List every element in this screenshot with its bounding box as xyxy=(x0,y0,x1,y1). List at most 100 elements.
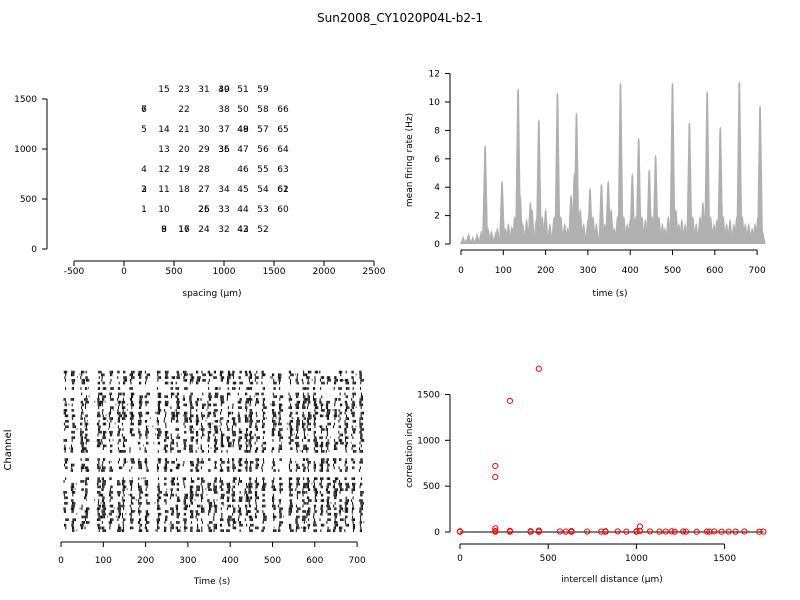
spike-mark xyxy=(186,373,188,377)
spike-mark xyxy=(159,512,161,516)
spike-mark xyxy=(239,381,241,385)
spike-mark xyxy=(247,493,249,497)
spike-mark xyxy=(234,417,236,420)
spike-mark xyxy=(290,378,292,382)
spike-mark xyxy=(344,433,346,436)
spike-mark xyxy=(85,458,87,461)
spike-mark xyxy=(215,428,217,431)
spike-mark xyxy=(200,398,202,401)
spike-mark xyxy=(313,417,315,420)
spike-mark xyxy=(97,463,99,467)
spike-mark xyxy=(85,400,87,404)
spike-mark xyxy=(235,526,237,530)
spike-mark xyxy=(191,444,193,448)
spike-mark xyxy=(109,392,111,396)
spike-mark xyxy=(273,403,275,407)
spike-mark xyxy=(314,370,316,374)
spike-mark xyxy=(222,493,224,497)
spike-mark xyxy=(251,460,253,464)
spike-mark xyxy=(100,441,102,445)
spike-mark xyxy=(360,491,362,494)
rate-x-tick-label: 400 xyxy=(622,266,639,276)
spike-mark xyxy=(297,482,299,486)
spike-mark xyxy=(74,488,76,491)
spike-mark xyxy=(334,460,336,464)
spike-mark xyxy=(262,504,264,508)
spike-mark xyxy=(327,477,329,481)
spike-mark xyxy=(130,430,132,434)
spike-mark xyxy=(183,477,185,481)
spike-mark xyxy=(327,526,329,530)
electrode-label: 9 xyxy=(161,225,167,235)
spike-mark xyxy=(263,387,265,390)
spike-mark xyxy=(262,463,264,467)
spike-mark xyxy=(359,469,361,472)
spike-mark xyxy=(84,521,86,524)
spike-mark xyxy=(102,510,104,513)
spike-mark xyxy=(118,482,120,486)
spike-mark xyxy=(340,373,342,377)
spike-mark xyxy=(254,480,256,483)
spike-mark xyxy=(122,501,124,505)
spike-mark xyxy=(347,523,349,527)
spike-mark xyxy=(71,414,73,418)
spike-mark xyxy=(290,488,292,491)
spike-mark xyxy=(273,425,275,429)
spike-mark xyxy=(209,504,211,508)
spike-mark xyxy=(262,436,264,440)
spike-mark xyxy=(230,515,232,519)
spike-mark xyxy=(102,373,104,377)
spike-mark xyxy=(158,460,160,464)
spike-mark xyxy=(140,406,142,409)
spike-mark xyxy=(278,422,280,426)
layout-y-tick-label: 0 xyxy=(31,245,37,255)
spike-mark xyxy=(192,496,194,500)
spike-mark xyxy=(64,428,66,431)
spike-mark xyxy=(157,406,159,409)
spike-mark xyxy=(359,529,361,532)
spike-mark xyxy=(159,370,161,374)
spike-mark xyxy=(249,414,251,418)
spike-mark xyxy=(159,376,161,379)
spike-mark xyxy=(299,507,301,511)
spike-mark xyxy=(352,414,354,418)
electrode-label: 3 xyxy=(141,185,147,195)
spike-mark xyxy=(351,458,353,461)
spike-mark xyxy=(171,439,173,442)
spike-mark xyxy=(281,436,283,440)
spike-mark xyxy=(340,441,342,445)
spike-mark xyxy=(190,493,192,497)
spike-mark xyxy=(103,469,105,472)
spike-mark xyxy=(74,518,76,522)
electrode-label: 58 xyxy=(257,105,269,115)
spike-mark xyxy=(361,378,363,382)
spike-mark xyxy=(229,515,231,519)
spike-mark xyxy=(63,507,65,511)
spike-mark xyxy=(130,400,132,404)
spike-mark xyxy=(197,417,199,420)
spike-mark xyxy=(84,436,86,440)
spike-mark xyxy=(118,439,120,442)
spike-mark xyxy=(207,439,209,442)
spike-mark xyxy=(119,482,121,486)
spike-mark xyxy=(202,460,204,464)
spike-mark xyxy=(216,409,218,412)
spike-mark xyxy=(222,370,224,374)
spike-mark xyxy=(190,515,192,519)
spike-mark xyxy=(204,373,206,377)
spike-mark xyxy=(342,378,344,382)
spike-mark xyxy=(312,515,314,519)
spike-mark xyxy=(177,482,179,486)
spike-mark xyxy=(98,400,100,404)
spike-mark xyxy=(298,417,300,420)
spike-mark xyxy=(296,392,298,396)
spike-mark xyxy=(177,488,179,491)
spike-mark xyxy=(176,398,178,401)
spike-mark xyxy=(352,400,354,404)
spike-mark xyxy=(213,529,215,532)
spike-mark xyxy=(185,444,187,448)
spike-mark xyxy=(240,496,242,500)
spike-mark xyxy=(256,392,258,396)
spike-mark xyxy=(239,370,241,374)
electrode-label: 38 xyxy=(218,105,230,115)
